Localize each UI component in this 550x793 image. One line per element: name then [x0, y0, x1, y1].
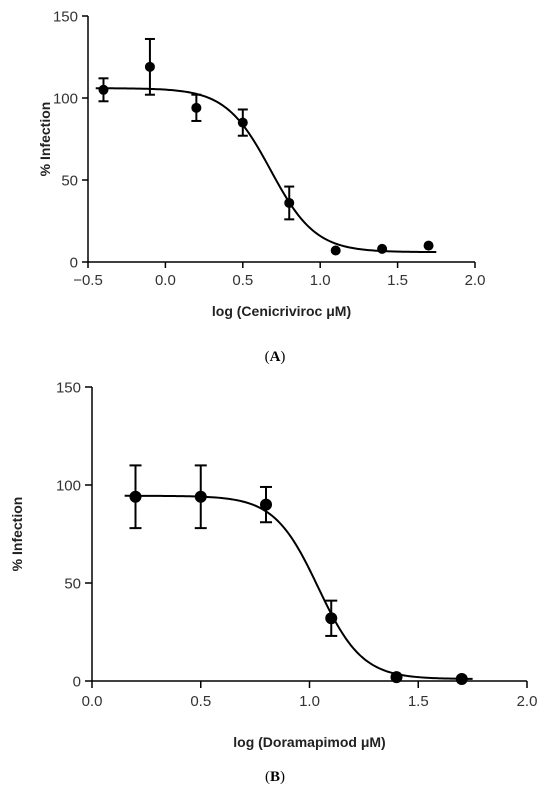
y-tick-label: 0: [70, 254, 78, 271]
chart-panel-a: −0.5 0.0 0.5 1.0 1.5 2.0 0 50 100 150 log (Cenicri…: [37, 8, 485, 365]
x-axis-label: log (Cenicriviroc μM): [212, 303, 351, 319]
x-tick-label: −0.5: [73, 272, 103, 289]
y-axis-label: % Infection: [37, 102, 53, 177]
x-tick-label: 1.5: [387, 272, 408, 289]
x-tick-label: 2.0: [517, 693, 538, 710]
x-axis-label: log (Doramapimod μM): [233, 734, 385, 750]
x-tick-label: 0.5: [232, 272, 253, 289]
data-point: [325, 612, 338, 625]
x-tick-label: 0.0: [82, 693, 103, 710]
y-tick-label: 100: [56, 478, 81, 495]
data-point: [191, 102, 202, 113]
fit-curve: [124, 494, 473, 680]
data-point: [455, 673, 468, 686]
data-point: [330, 245, 341, 256]
x-tick-label: 1.0: [310, 272, 331, 289]
x-tick-label: 1.5: [408, 693, 429, 710]
y-tick-label: 150: [56, 380, 81, 397]
data-point: [377, 243, 388, 254]
x-tick-label: 1.0: [299, 693, 320, 710]
data-point: [260, 498, 272, 511]
data-point: [284, 197, 295, 208]
y-axis-label: % Infection: [9, 497, 25, 572]
panel-label: (A): [265, 349, 286, 365]
data-point: [129, 490, 142, 503]
y-tick-label: 100: [53, 90, 78, 107]
y-tick-label: 150: [53, 8, 78, 25]
y-tick-label: 50: [64, 576, 81, 593]
data-point: [98, 84, 109, 95]
data-point: [194, 490, 207, 503]
data-point: [237, 117, 248, 128]
x-tick-label: 2.0: [465, 272, 486, 289]
x-tick-label: 0.5: [190, 693, 211, 710]
y-tick-label: 50: [61, 172, 78, 189]
fit-curve: [95, 87, 437, 254]
data-point: [390, 671, 403, 684]
x-tick-label: 0.0: [155, 272, 176, 289]
data-point: [423, 240, 434, 251]
chart-panel-b: 0.0 0.5 1.0 1.5 2.0 0 50 100 150 log (Doramapimod…: [9, 380, 537, 785]
panel-label: (B): [265, 769, 285, 785]
data-point: [144, 61, 155, 72]
y-tick-label: 0: [73, 674, 81, 691]
